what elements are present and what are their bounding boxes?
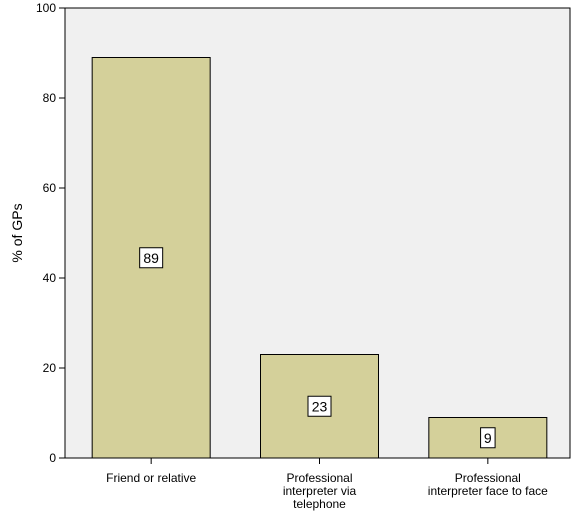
y-tick-label: 40: [43, 271, 57, 285]
data-label: 9: [484, 430, 492, 446]
data-label-box: [480, 427, 496, 449]
y-tick-label: 20: [43, 361, 57, 375]
data-label-box: [139, 247, 164, 269]
data-label-box: [307, 395, 332, 417]
y-tick-label: 0: [49, 451, 56, 465]
y-axis: 0 20 40 60 80 100: [36, 1, 65, 465]
y-tick-label: 60: [43, 181, 57, 195]
x-tick-label: Professional interpreter via telephone: [283, 471, 357, 511]
y-axis-label: % of GPs: [9, 203, 25, 262]
x-tick-label: Professional interpreter face to face: [428, 471, 548, 498]
data-label: 89: [143, 250, 159, 266]
x-tick-label: Friend or relative: [106, 471, 196, 485]
bars-group: 89 23 9: [91, 57, 548, 459]
y-tick-label: 100: [36, 1, 56, 15]
x-axis: Friend or relative Professional interprete…: [106, 458, 548, 511]
data-label: 23: [312, 398, 328, 414]
y-tick-label: 80: [43, 91, 57, 105]
